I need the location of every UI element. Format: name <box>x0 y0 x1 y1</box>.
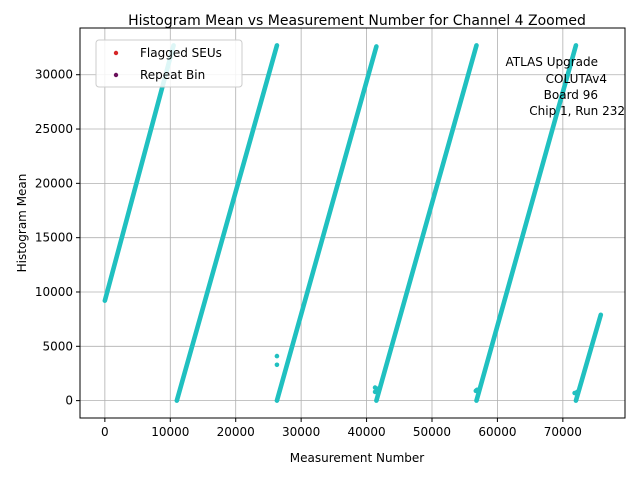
annotation-line-2: COLUTAv4 <box>546 72 607 86</box>
chart-title: Histogram Mean vs Measurement Number for… <box>128 13 586 29</box>
legend-marker-flagged-seus <box>113 50 119 56</box>
y-tick-label: 0 <box>65 394 73 408</box>
x-tick-label: 20000 <box>217 425 255 439</box>
data-ramp <box>174 43 280 403</box>
x-tick-label: 70000 <box>544 425 582 439</box>
y-tick-label: 25000 <box>35 122 73 136</box>
y-tick-label: 20000 <box>35 176 73 190</box>
legend: Flagged SEUs Repeat Bin <box>95 39 243 88</box>
x-tick-label: 40000 <box>347 425 385 439</box>
data-ramp <box>102 43 176 303</box>
y-tick-label: 15000 <box>35 231 73 245</box>
data-ramp <box>374 43 479 403</box>
data-ramp <box>474 43 579 403</box>
legend-label-flagged-seus: Flagged SEUs <box>140 46 222 60</box>
data-point <box>274 362 280 368</box>
annotation-line-3: Board 96 <box>544 88 598 102</box>
y-tick-label: 10000 <box>35 285 73 299</box>
x-tick-label: 30000 <box>282 425 320 439</box>
axis-ticks: 0 10000 20000 30000 40000 50000 60000 70000 0 500… <box>35 68 582 439</box>
x-tick-label: 50000 <box>413 425 451 439</box>
data-ramp <box>274 44 379 403</box>
plot-area-frame <box>79 27 626 419</box>
annotation-block: ATLAS Upgrade COLUTAv4 Board 96 Chip 1, … <box>505 55 625 118</box>
legend-label-repeat-bin: Repeat Bin <box>140 68 205 82</box>
data-ramp <box>573 312 604 403</box>
legend-frame <box>95 39 243 88</box>
data-point <box>474 387 480 393</box>
x-axis-label: Measurement Number <box>290 451 424 465</box>
y-tick-label: 30000 <box>35 68 73 82</box>
data-point <box>274 353 280 359</box>
y-tick-label: 5000 <box>42 339 73 353</box>
data-point <box>374 386 380 391</box>
legend-marker-repeat-bin <box>113 72 119 78</box>
x-tick-label: 10000 <box>151 425 189 439</box>
annotation-line-4: Chip 1, Run 232 <box>529 104 625 118</box>
x-tick-label: 60000 <box>478 425 516 439</box>
data-point <box>574 389 580 395</box>
y-axis-label: Histogram Mean <box>15 174 29 273</box>
annotation-line-1: ATLAS Upgrade <box>505 55 598 69</box>
data-points <box>102 43 604 403</box>
x-tick-label: 0 <box>101 425 109 439</box>
